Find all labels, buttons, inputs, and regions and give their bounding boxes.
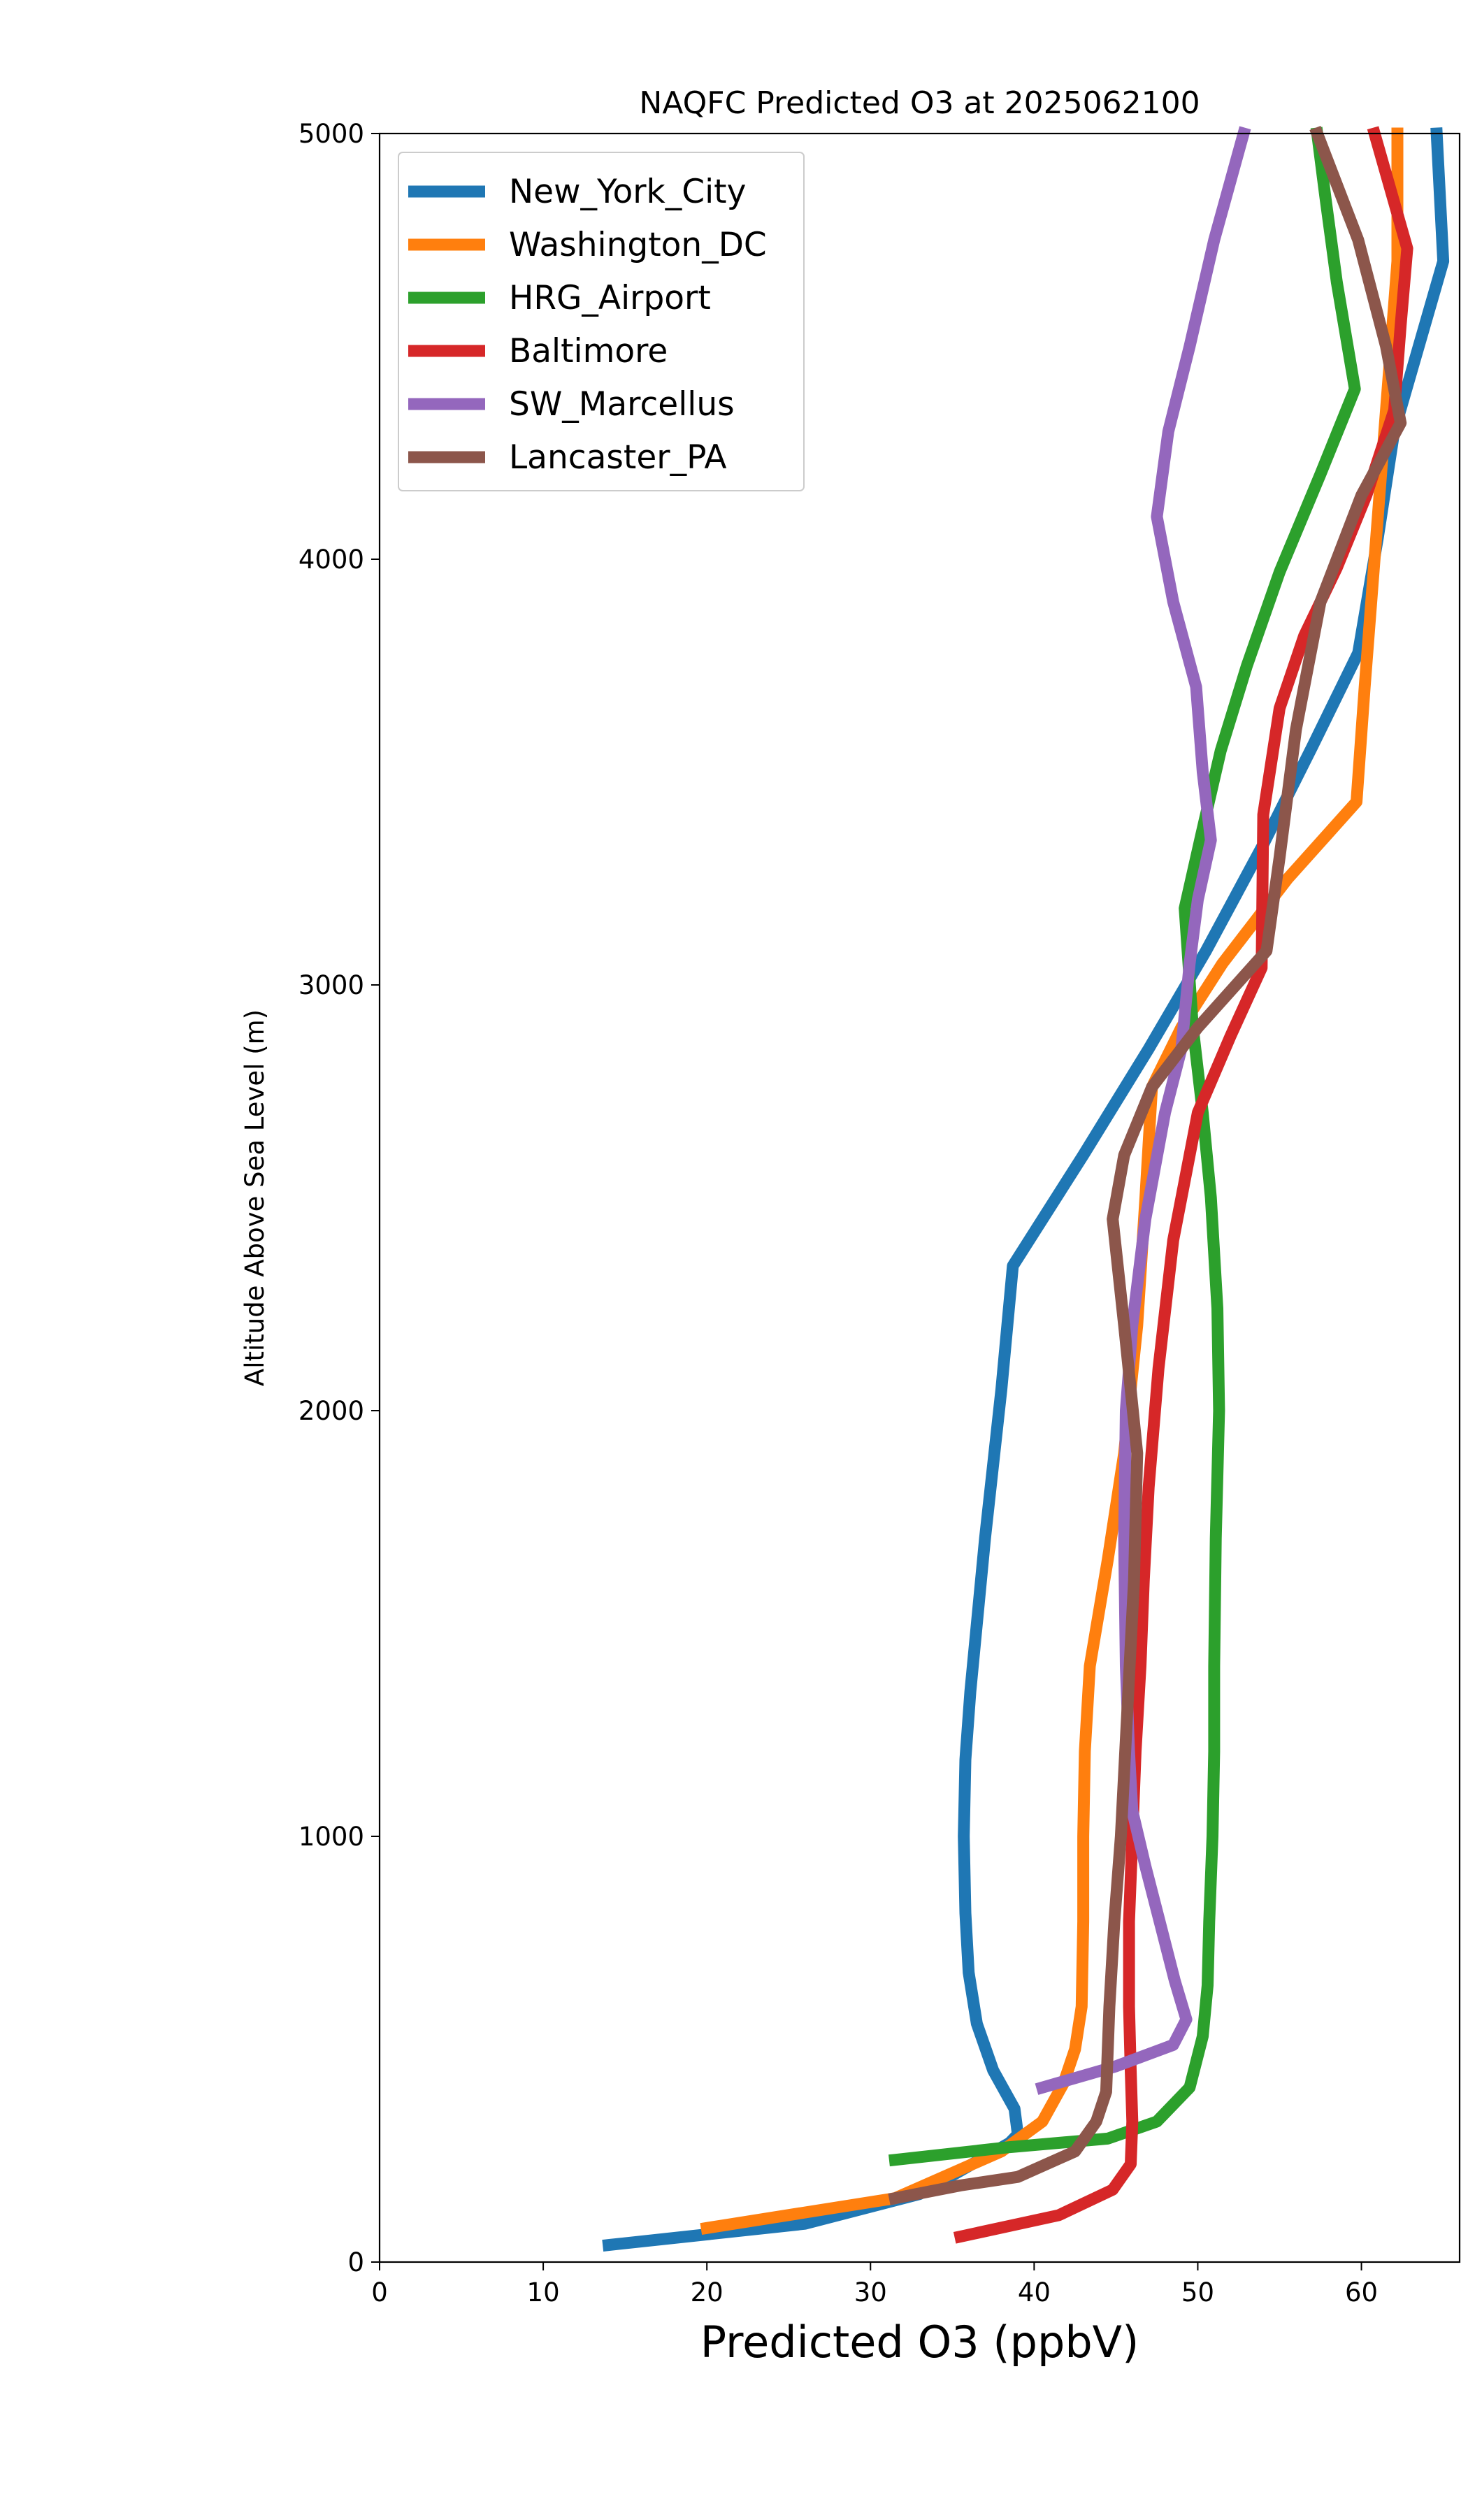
y-tick-label: 4000 — [298, 545, 364, 575]
chart-title: NAQFC Predicted O3 at 2025062100 — [639, 85, 1200, 121]
x-tick-label: 10 — [527, 2277, 560, 2307]
legend-label-5: Lancaster_PA — [509, 438, 727, 477]
x-axis-ticks: 0 10 20 30 40 50 60 — [371, 2262, 1378, 2307]
series-lines — [602, 126, 1450, 2252]
y-tick-label: 3000 — [298, 970, 364, 1000]
x-tick-label: 30 — [854, 2277, 887, 2307]
legend-label-1: Washington_DC — [509, 226, 767, 264]
legend-label-2: HRG_Airport — [509, 279, 711, 317]
series-line-3 — [953, 126, 1413, 2244]
series-line-1 — [700, 127, 1404, 2235]
x-axis-label: Predicted O3 (ppbV) — [700, 2317, 1139, 2368]
y-tick-label: 1000 — [298, 1822, 364, 1852]
series-line-2 — [888, 127, 1361, 2167]
y-tick-label: 0 — [347, 2247, 364, 2277]
y-tick-label: 2000 — [298, 1396, 364, 1426]
x-tick-label: 0 — [371, 2277, 388, 2307]
y-axis-label: Altitude Above Sea Level (m) — [240, 1009, 270, 1386]
y-axis-ticks: 0 1000 2000 3000 4000 5000 — [298, 119, 380, 2277]
plot-frame — [378, 132, 1461, 2263]
x-tick-label: 20 — [691, 2277, 724, 2307]
legend-label-4: SW_Marcellus — [509, 385, 735, 424]
legend-box — [398, 152, 805, 491]
legend-label-0: New_York_City — [509, 173, 746, 211]
series-line-4 — [1035, 126, 1251, 2095]
legend-label-3: Baltimore — [509, 332, 668, 370]
x-tick-label: 50 — [1181, 2277, 1214, 2307]
x-tick-label: 60 — [1345, 2277, 1378, 2307]
legend: New_York_City Washington_DC HRG_Airport Bal… — [398, 152, 805, 491]
x-tick-label: 40 — [1018, 2277, 1051, 2307]
series-line-5 — [888, 126, 1407, 2205]
y-tick-label: 5000 — [298, 119, 364, 149]
